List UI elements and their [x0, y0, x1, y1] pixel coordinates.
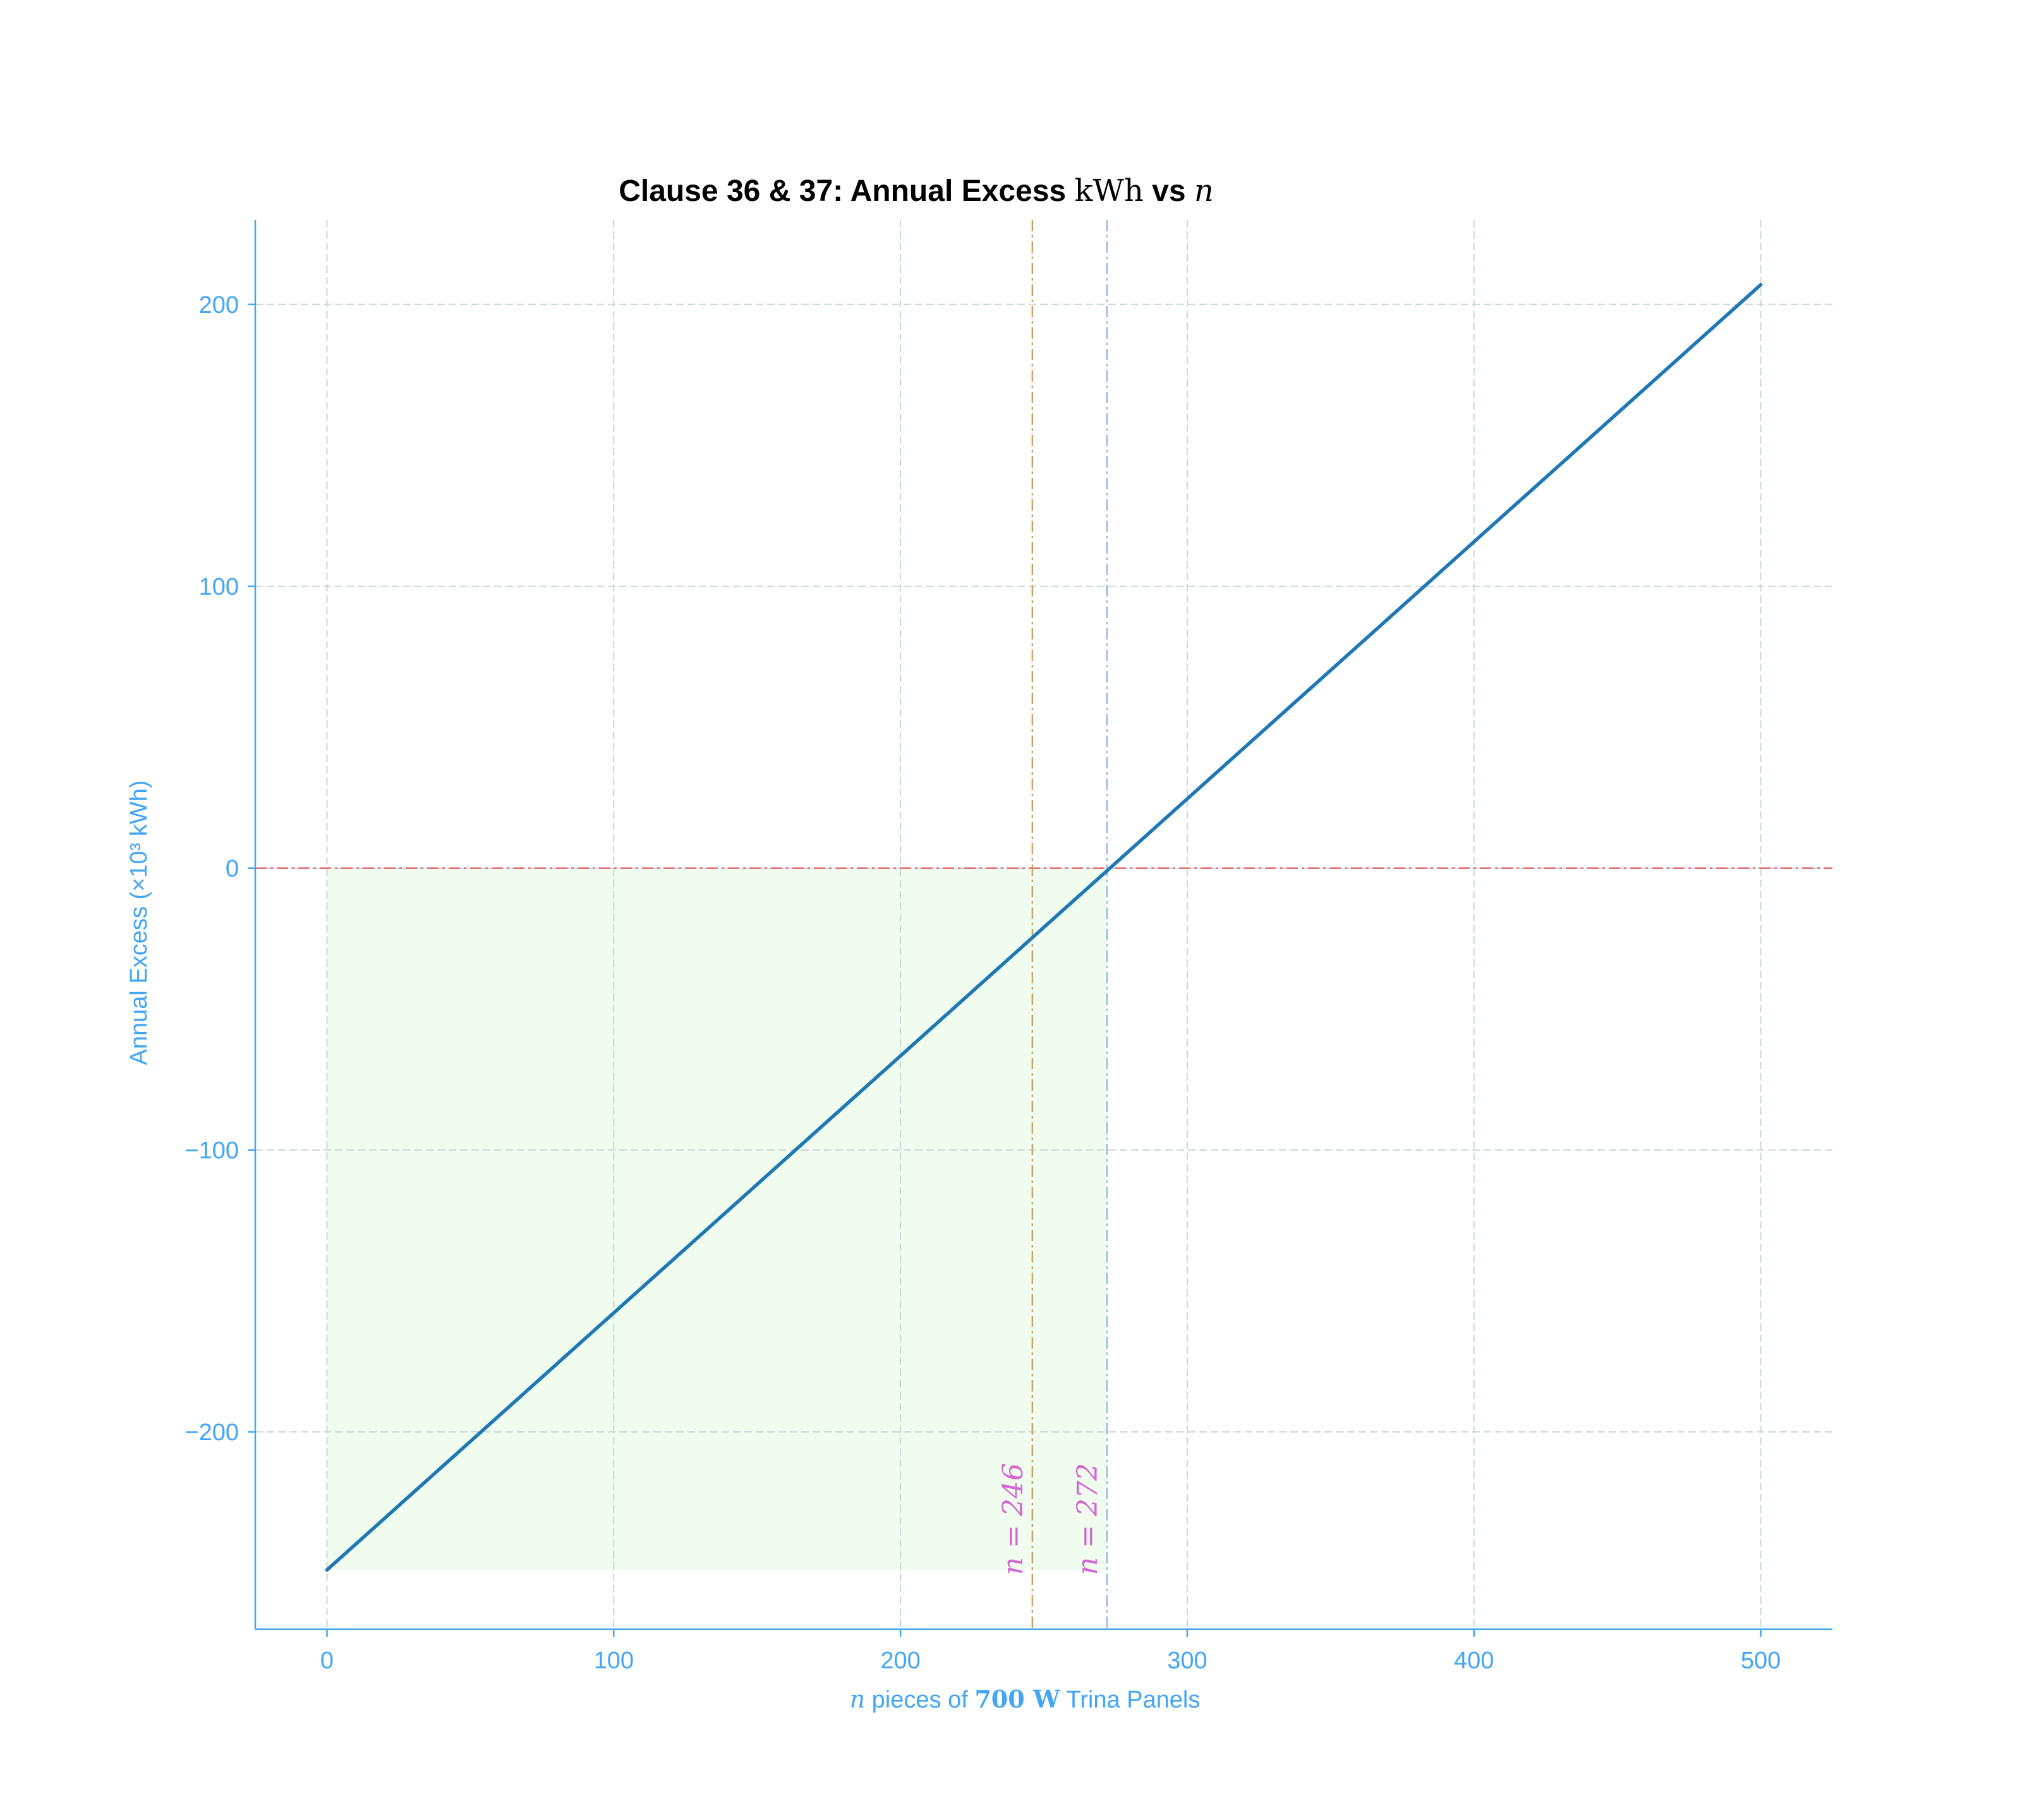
x-axis-label-text2: Trina Panels [1060, 1687, 1201, 1713]
y-tick-label: −100 [185, 1138, 239, 1164]
x-axis-label-text1: pieces of [865, 1687, 974, 1713]
series-layer [325, 282, 1763, 1572]
x-tick-label: 400 [1454, 1647, 1494, 1674]
chart-title-unit: kWh [1074, 173, 1143, 209]
chart-title-variable: n [1194, 173, 1214, 209]
reference-lines [255, 220, 1832, 1629]
x-tick-label: 300 [1167, 1647, 1207, 1674]
y-tick-label: −200 [185, 1419, 239, 1446]
chart-title-prefix: Clause 36 & 37: Annual Excess [619, 174, 1074, 208]
chart-title: Clause 36 & 37: Annual Excess kWh vs n [619, 173, 1214, 209]
tick-layer: 0 100 200 300 400 500 −200 −100 0 100 200 [185, 292, 1781, 1674]
y-tick-label: 200 [199, 292, 239, 318]
axis-layer [254, 220, 1832, 1630]
x-axis-label-variable: n [850, 1685, 865, 1713]
annotation-label: n = 246 [997, 1463, 1029, 1575]
series-line [325, 282, 1763, 1572]
chart-title-middle: vs [1144, 174, 1194, 208]
x-tick-label: 200 [880, 1647, 920, 1674]
y-tick-label: 100 [199, 574, 239, 600]
x-axis-label: n pieces of 700 W Trina Panels [850, 1685, 1201, 1713]
x-tick-label: 0 [320, 1647, 334, 1674]
y-tick-label: 0 [226, 856, 239, 882]
y-axis-label: Annual Excess (×10³ kWh) [126, 780, 152, 1065]
annotation-label: n = 272 [1072, 1463, 1104, 1575]
x-tick-label: 500 [1741, 1647, 1781, 1674]
annotation-layer: n = 246 n = 272 [997, 1463, 1104, 1575]
x-axis-label-rating: 700 W [974, 1685, 1061, 1713]
x-tick-label: 100 [594, 1647, 634, 1674]
